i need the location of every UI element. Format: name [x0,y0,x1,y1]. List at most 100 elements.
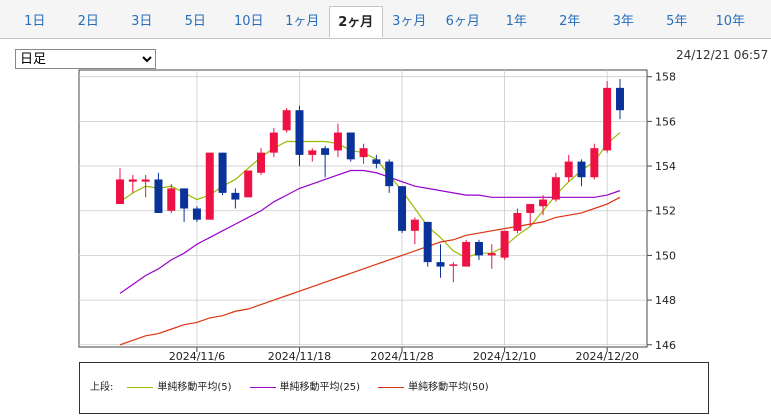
tab-label: 1ヶ月 [285,14,320,29]
tab-label: 5日 [184,14,206,29]
tab-label: 2ヶ月 [338,15,374,30]
candle-down [423,221,432,263]
candle-up [116,179,124,205]
tab-label: 6ヶ月 [445,14,480,29]
tab-1[interactable]: 2日 [62,6,116,38]
candle-down [615,87,624,111]
tab-label: 3ヶ月 [392,14,427,29]
y-tick-label: 146 [655,339,676,352]
candle-up [167,188,176,211]
y-tick-label: 148 [655,294,676,307]
candle-up [449,264,458,266]
tab-label: 3年 [612,14,634,29]
candle-up [205,152,214,220]
tab-0[interactable]: 1日 [8,6,62,38]
candle-down [398,186,407,231]
ma-line-1 [119,169,621,294]
tab-label: 2年 [559,14,581,29]
x-tick-label: 2024/12/10 [473,350,536,362]
x-tick-label: 2024/11/6 [169,350,225,362]
y-tick-label: 150 [655,249,676,262]
candle-up [282,110,291,131]
candle-up [564,161,573,178]
candle-down [474,242,483,256]
candle-down [385,161,394,187]
legend-swatch [249,386,276,388]
candle-up [128,179,137,182]
legend-item: 単純移動平均(50) [378,378,489,393]
tab-11[interactable]: 3年 [597,6,651,38]
candle-up [141,179,150,182]
candle-up [603,87,612,151]
tab-label: 5年 [666,14,688,29]
candle-down [180,188,189,209]
tab-label: 1日 [24,14,46,29]
candle-down [218,152,227,193]
candle-down [154,179,163,213]
plot-area [78,69,648,348]
tab-5[interactable]: 1ヶ月 [276,6,330,38]
legend-label: 単純移動平均(5) [157,382,232,393]
tab-label: 10年 [715,14,746,29]
candle-down [577,161,586,178]
candle-up [333,132,342,151]
candle-down [436,262,445,267]
candle-up [487,253,496,256]
candle-period-select[interactable]: 日足 [15,49,156,69]
candle-up [513,212,522,231]
candle-up [526,204,535,213]
price-chart: 146 148 150 152 154 156 158 2024/11/6 2024/11/18… [78,69,676,362]
tab-9[interactable]: 1年 [490,6,544,38]
candle-up [244,170,253,198]
timestamp: 24/12/21 06:57 [676,48,769,62]
tab-4[interactable]: 10日 [222,6,276,38]
tab-2[interactable]: 3日 [115,6,169,38]
tab-13[interactable]: 10年 [704,6,758,38]
legend-label: 単純移動平均(50) [408,382,489,393]
candle-up [308,150,317,155]
candle-down [321,148,330,155]
candle-up [359,148,368,158]
tab-7[interactable]: 3ヶ月 [383,6,437,38]
tab-label: 1年 [505,14,527,29]
candle-up [410,219,419,231]
x-tick-label: 2024/11/28 [370,350,433,362]
candle-down [295,110,304,155]
tab-10[interactable]: 2年 [543,6,597,38]
legend: 上段: 単純移動平均(5) 単純移動平均(25) 単純移動平均(50) [79,362,709,414]
ma-line-0 [119,132,621,259]
legend-item: 単純移動平均(25) [249,378,361,393]
period-tab-bar: 1日 2日 3日 5日 10日 1ヶ月 2ヶ月 3ヶ月 6ヶ月 1年 2年 3年 5年 10年 [0,0,771,39]
candle-up [551,177,560,200]
y-tick-label: 156 [655,115,676,128]
x-tick-label: 2024/12/20 [575,350,638,362]
tab-label: 2日 [77,14,99,29]
candle-down [192,208,201,220]
candle-up [590,148,599,178]
candle-down [231,192,240,200]
legend-item: 単純移動平均(5) [127,378,232,393]
legend-label: 単純移動平均(25) [279,382,361,393]
tab-8[interactable]: 6ヶ月 [436,6,490,38]
candle-up [539,199,548,207]
legend-swatch [127,386,154,388]
legend-swatch [378,386,405,388]
candle-up [500,230,509,258]
tab-3[interactable]: 5日 [169,6,223,38]
tab-12[interactable]: 5年 [650,6,704,38]
candle-down [346,132,355,160]
ma-line-2 [119,196,621,346]
candle-down [372,159,381,164]
legend-prefix: 上段: [90,382,114,393]
candle-up [462,242,471,267]
tab-label: 3日 [131,14,153,29]
x-tick-label: 2024/11/18 [268,350,331,362]
candle-up [269,132,278,153]
y-tick-label: 158 [655,71,676,84]
y-tick-label: 152 [655,205,676,218]
tab-label: 10日 [233,14,264,29]
tab-6[interactable]: 2ヶ月 [329,6,383,38]
legend-row: 上段: 単純移動平均(5) 単純移動平均(25) 単純移動平均(50) [90,378,507,393]
y-tick-label: 154 [655,160,676,173]
candle-up [257,152,266,173]
